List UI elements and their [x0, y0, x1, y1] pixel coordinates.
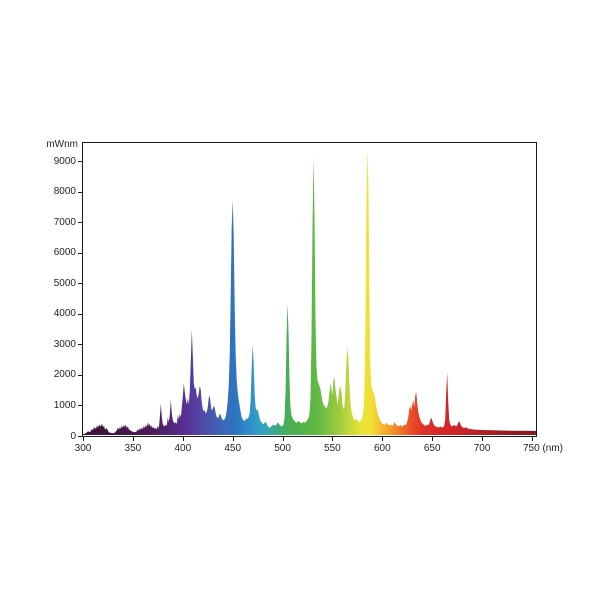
- y-tick-label: 9000: [53, 155, 76, 167]
- y-axis-tick: [78, 374, 82, 376]
- x-tick-label: 750 (nm): [522, 443, 563, 454]
- x-axis-tick: [532, 437, 533, 441]
- x-axis-tick: [132, 437, 134, 441]
- x-tick-label: 300: [74, 443, 92, 454]
- y-axis-tick: [78, 405, 82, 407]
- x-axis-tick: [182, 437, 184, 441]
- x-tick-label: 500: [274, 443, 291, 454]
- y-tick-label: 8000: [53, 186, 76, 198]
- x-tick-label: 400: [174, 443, 192, 454]
- y-tick-label: 1000: [53, 399, 76, 411]
- y-axis-tick: [78, 252, 82, 254]
- y-axis-tick: [78, 283, 82, 285]
- y-axis-tick: [78, 161, 82, 162]
- x-axis-tick: [482, 437, 484, 441]
- y-axis-tick: [78, 313, 82, 315]
- x-tick-label: 450: [224, 443, 242, 454]
- x-axis-tick: [282, 437, 284, 441]
- y-tick-label: 6000: [53, 247, 76, 259]
- x-tick-label: 650: [423, 443, 441, 454]
- y-axis-unit-label: mWnm: [46, 139, 78, 150]
- y-axis-tick: [78, 191, 82, 193]
- x-tick-label: 350: [124, 443, 142, 454]
- x-axis-tick: [232, 437, 234, 441]
- x-tick-label: 550: [324, 443, 341, 454]
- x-axis-tick: [432, 437, 434, 441]
- y-tick-label: 0: [70, 430, 76, 442]
- y-tick-label: 5000: [53, 277, 76, 289]
- x-axis-tick: [382, 437, 384, 441]
- spectrum-fill: [83, 150, 536, 436]
- y-axis-tick: [78, 436, 82, 437]
- y-tick-label: 4000: [53, 308, 76, 320]
- x-axis-tick: [332, 437, 334, 441]
- spectrum-area-plot: [83, 150, 536, 436]
- x-axis-tick: [83, 437, 84, 441]
- y-tick-label: 7000: [53, 216, 76, 228]
- y-axis-tick: [78, 222, 82, 224]
- x-tick-label: 700: [473, 443, 491, 454]
- x-tick-label: 600: [373, 443, 391, 454]
- plot-area: [82, 142, 537, 437]
- y-tick-label: 2000: [53, 369, 76, 381]
- y-tick-label: 3000: [53, 338, 76, 350]
- y-axis-tick: [78, 344, 82, 346]
